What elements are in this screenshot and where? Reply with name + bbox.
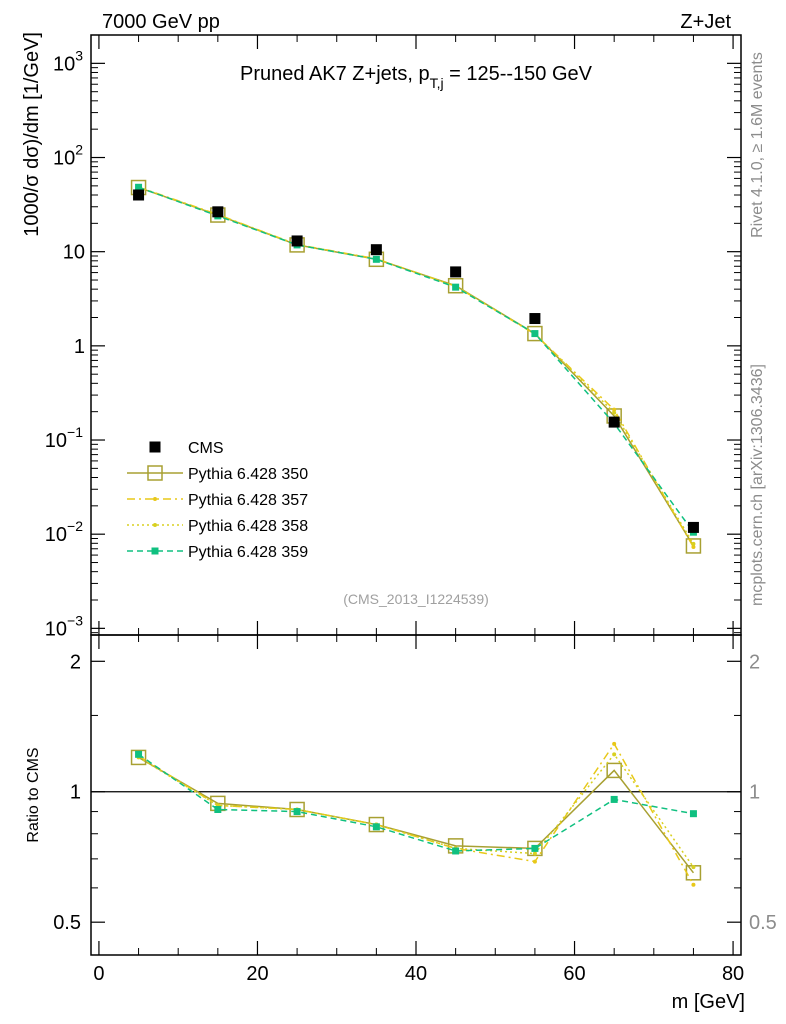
ratio-series-group [130,741,702,887]
legend-label-1: Pythia 6.428 350 [188,466,308,483]
ratio-y-tick-label-right-2: 0.5 [749,912,777,934]
ratio-line-1 [138,742,695,886]
main-point-3-7 [691,541,696,546]
main-line-3 [138,186,695,545]
ratio-point-1-5 [532,859,537,864]
x-tick-label-0: 0 [93,963,104,985]
x-ticks: 0 20 40 60 80 [93,35,744,985]
main-title-sub: T,j [430,75,444,91]
ratio-line-2 [138,753,695,868]
ratio-point-3-7 [689,810,697,818]
ratio-point-2-5 [532,851,537,856]
x-tick-label-4: 80 [722,963,744,985]
main-point-0-1 [212,206,224,218]
main-point-1-4 [447,277,464,294]
rivet-label: Rivet 4.1.0, ≥ 1.6M events [749,52,766,238]
main-point-4-3 [372,255,380,263]
main-point-0-3 [370,244,382,256]
main-point-4-4 [452,283,460,291]
main-point-0-2 [291,235,303,247]
main-y-tick-label-6: 10−3 [45,612,83,640]
ratio-y-tick-label-right-1: 1 [749,782,760,804]
legend-label-2: Pythia 6.428 357 [188,492,308,509]
ratio-y-tick-label-left-2: 0.5 [53,912,81,934]
main-point-0-0 [133,189,145,201]
main-y-tick-label-0: 103 [53,47,83,75]
x-tick-label-2: 40 [405,963,427,985]
main-title-rest: = 125--150 GeV [444,63,593,85]
ratio-point-2-7 [691,865,696,870]
ratio-point-2-6 [612,752,617,757]
main-title: Pruned AK7 Z+jets, pT,j = 125--150 GeV [240,63,593,91]
legend-label-3: Pythia 6.428 358 [188,518,308,535]
legend-marker-4 [151,547,159,555]
ratio-y-tick-label-left-0: 2 [70,651,81,673]
main-series-0 [133,189,699,533]
ratio-point-0-0 [130,749,147,766]
ratio-y-tick-label-left-1: 1 [70,782,81,804]
main-point-0-5 [529,313,541,325]
main-point-2-7 [691,545,696,550]
x-axis-label: m [GeV] [672,991,745,1013]
ratio-point-1-7 [691,882,696,887]
ratio-y-tick-label-right-0: 2 [749,651,760,673]
ratio-point-3-5 [531,844,539,852]
header-left: 7000 GeV pp [102,11,220,33]
main-point-1-7 [685,538,702,554]
main-y-axis-label: 1000/σ dσ)/dm [1/GeV] [21,32,43,237]
ratio-point-3-1 [214,805,222,813]
legend-marker-1 [147,465,163,481]
legend-marker-0 [149,441,161,453]
legend: CMS Pythia 6.428 350 Pythia 6.428 357 Pythi… [127,440,308,561]
main-point-0-6 [608,416,620,428]
legend-marker-2 [153,497,157,501]
main-title-a: Pruned AK7 Z+jets, p [240,63,430,85]
legend-marker-3 [153,523,157,527]
ratio-point-1-6 [612,741,617,746]
main-point-4-0 [135,183,143,191]
ratio-point-3-3 [372,823,380,831]
main-y-tick-label-2: 10 [63,242,85,264]
main-point-3-6 [612,410,617,415]
ratio-line-0 [138,756,695,874]
main-y-tick-label-3: 1 [74,336,85,358]
main-line-4 [138,186,695,533]
main-series-group [130,179,702,554]
legend-label-4: Pythia 6.428 359 [188,544,308,561]
ratio-point-0-6 [606,762,622,779]
main-point-4-5 [531,330,539,338]
ratio-y-ticks: 2 2 1 1 0.5 0.5 [53,651,777,934]
ratio-point-3-4 [452,847,460,855]
analysis-watermark: (CMS_2013_I1224539) [343,591,489,607]
main-y-tick-label-5: 10−2 [45,518,83,546]
x-tick-label-1: 20 [246,963,268,985]
ratio-point-3-6 [610,795,618,803]
x-tick-label-3: 60 [563,963,585,985]
main-point-0-7 [687,521,699,533]
main-y-tick-label-4: 10−1 [45,424,83,452]
ratio-y-axis-label: Ratio to CMS [25,747,42,842]
header-right: Z+Jet [680,11,731,33]
legend-label-0: CMS [188,440,224,457]
main-point-1-5 [527,325,543,342]
main-y-tick-label-1: 102 [53,142,83,170]
main-point-0-4 [450,266,462,278]
ratio-point-3-2 [293,808,301,816]
ratio-point-3-0 [135,750,143,758]
ratio-point-0-3 [368,816,385,833]
source-label: mcplots.cern.ch [arXiv:1306.3436] [749,364,766,606]
ratio-series-3 [135,750,697,855]
ratio-series-0 [130,749,702,881]
